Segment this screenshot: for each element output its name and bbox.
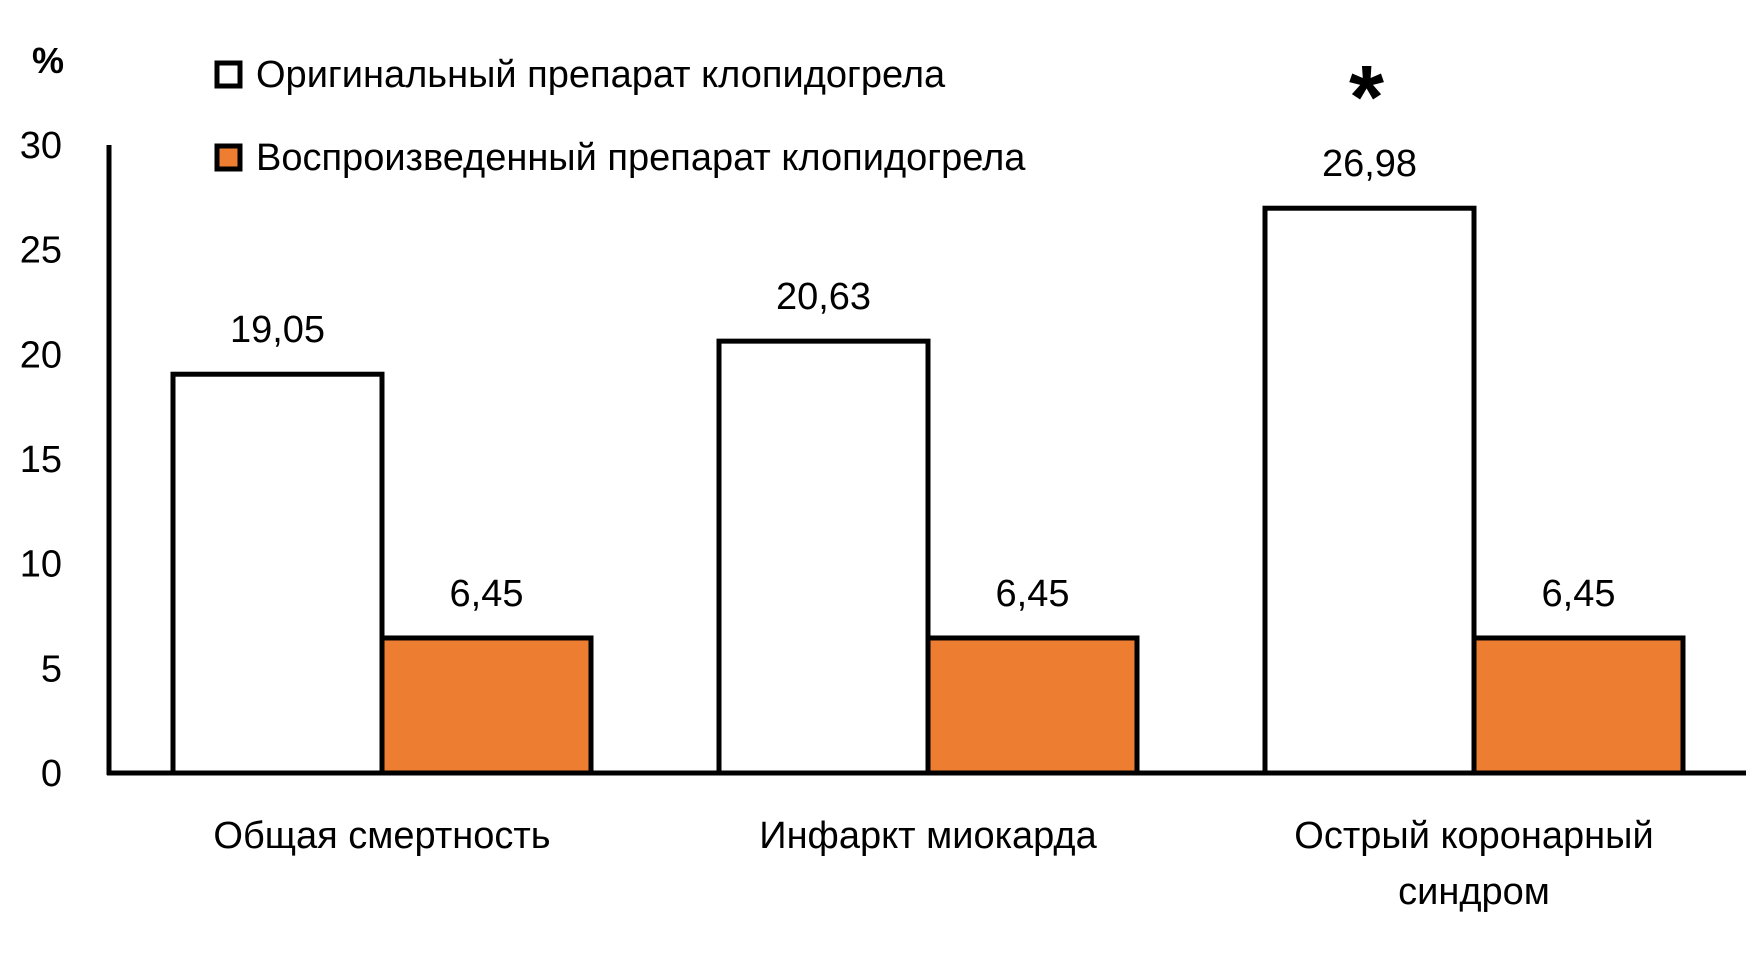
data-label: 6,45 — [1542, 573, 1616, 615]
bar-generic — [925, 635, 1140, 776]
y-tick-label: 10 — [20, 544, 62, 586]
y-tick-label: 30 — [20, 125, 62, 167]
bar-original — [716, 338, 931, 776]
legend-label-original: Оригинальный препарат клопидогрела — [256, 54, 946, 96]
category-label: Общая смертность — [213, 815, 550, 857]
legend-item-original: Оригинальный препарат клопидогрела — [214, 54, 946, 96]
legend-swatch-original — [214, 60, 243, 89]
data-label: 6,45 — [450, 573, 524, 615]
significance-marker: * — [1349, 48, 1384, 148]
data-label: 20,63 — [776, 276, 871, 318]
y-unit-label: % — [32, 40, 64, 81]
legend-swatch-generic — [214, 143, 243, 172]
data-label: 19,05 — [230, 309, 325, 351]
bar-original — [170, 371, 385, 776]
category-labels: Общая смертность Инфаркт миокарда Острый к… — [213, 815, 1653, 913]
legend-item-generic: Воспроизведенный препарат клопидогрела — [214, 137, 1026, 179]
y-tick-label: 25 — [20, 230, 62, 272]
bars — [170, 205, 1686, 776]
category-label: синдром — [1398, 871, 1550, 913]
category-label: Острый коронарный — [1294, 815, 1653, 857]
data-label: 26,98 — [1322, 143, 1417, 185]
bar-generic — [1471, 635, 1686, 776]
y-tick-label: 5 — [41, 648, 62, 690]
y-tick-label: 0 — [41, 753, 62, 795]
data-label: 6,45 — [996, 573, 1070, 615]
bar-original — [1262, 205, 1477, 776]
category-label: Инфаркт миокарда — [759, 815, 1097, 857]
legend: Оригинальный препарат клопидогрела Воспр… — [214, 54, 1026, 179]
legend-label-generic: Воспроизведенный препарат клопидогрела — [256, 137, 1026, 179]
bar-generic — [379, 635, 594, 776]
y-tick-label: 15 — [20, 439, 62, 481]
data-labels: 19,05 20,63 26,98 6,45 6,45 6,45 — [230, 143, 1616, 615]
y-tick-label: 20 — [20, 334, 62, 376]
y-tick-labels: 0 5 10 15 20 25 30 — [20, 125, 62, 795]
